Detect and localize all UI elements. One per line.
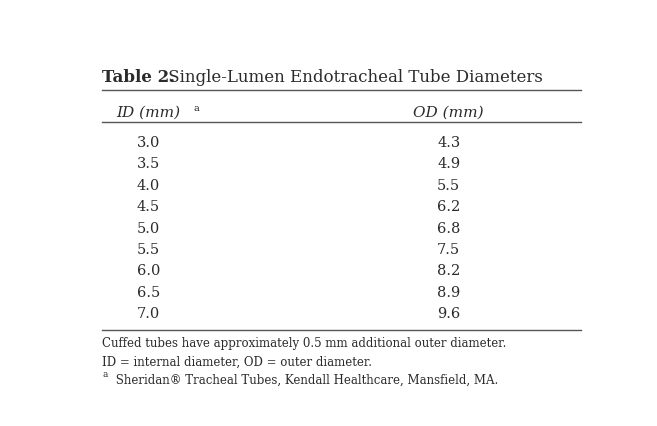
Text: a: a — [102, 368, 108, 377]
Text: a: a — [193, 103, 199, 112]
Text: 8.9: 8.9 — [437, 285, 461, 299]
Text: 4.3: 4.3 — [437, 136, 461, 150]
Text: 6.0: 6.0 — [137, 264, 160, 278]
Text: 4.0: 4.0 — [137, 178, 160, 193]
Text: 5.5: 5.5 — [437, 178, 461, 193]
Text: 6.8: 6.8 — [437, 221, 461, 235]
Text: Table 2.: Table 2. — [102, 69, 175, 86]
Text: OD (mm): OD (mm) — [413, 105, 484, 119]
Text: 5.5: 5.5 — [137, 242, 160, 256]
Text: 7.5: 7.5 — [437, 242, 461, 256]
Text: 9.6: 9.6 — [437, 306, 461, 320]
Text: 6.5: 6.5 — [137, 285, 160, 299]
Text: 4.9: 4.9 — [437, 157, 461, 171]
Text: Single-Lumen Endotracheal Tube Diameters: Single-Lumen Endotracheal Tube Diameters — [162, 69, 543, 86]
Text: 8.2: 8.2 — [437, 264, 461, 278]
Text: 6.2: 6.2 — [437, 200, 461, 214]
Text: 7.0: 7.0 — [137, 306, 160, 320]
Text: 4.5: 4.5 — [137, 200, 160, 214]
Text: 5.0: 5.0 — [137, 221, 160, 235]
Text: Cuffed tubes have approximately 0.5 mm additional outer diameter.: Cuffed tubes have approximately 0.5 mm a… — [102, 337, 507, 349]
Text: Sheridan® Tracheal Tubes, Kendall Healthcare, Mansfield, MA.: Sheridan® Tracheal Tubes, Kendall Health… — [112, 373, 498, 386]
Text: 3.0: 3.0 — [137, 136, 160, 150]
Text: ID = internal diameter, OD = outer diameter.: ID = internal diameter, OD = outer diame… — [102, 354, 373, 368]
Text: 3.5: 3.5 — [137, 157, 160, 171]
Text: ID (mm): ID (mm) — [116, 105, 181, 119]
